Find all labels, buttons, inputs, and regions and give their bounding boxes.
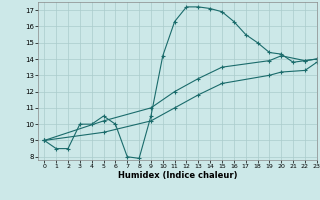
X-axis label: Humidex (Indice chaleur): Humidex (Indice chaleur): [118, 171, 237, 180]
